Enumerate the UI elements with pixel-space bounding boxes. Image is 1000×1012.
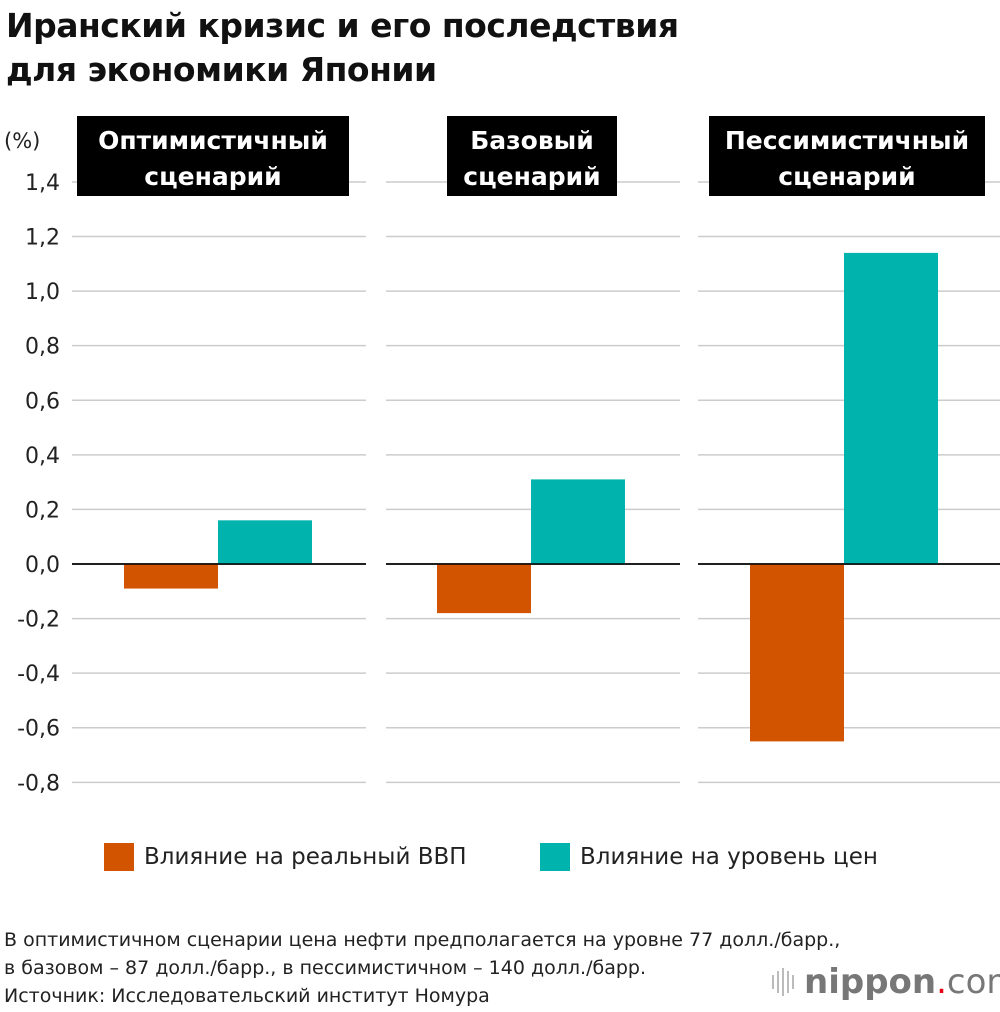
bar-gdp-3 (750, 564, 844, 742)
logo-dot: . (936, 962, 947, 1002)
panel-title-box (709, 116, 985, 196)
panel-title-box (77, 116, 349, 196)
legend-item-prices: Влияние на уровень цен (540, 843, 878, 871)
y-tick-label: 0,0 (25, 553, 60, 578)
nippon-logo: nippon.com (772, 962, 1000, 1002)
bar-prices-1 (218, 520, 312, 564)
y-tick-label: 0,8 (25, 335, 60, 360)
panel-title-line-1: Базовый (470, 126, 594, 155)
note-line-2: в базовом – 87 долл./барр., в пессимисти… (4, 957, 647, 979)
title-line-2: для экономики Японии (6, 50, 437, 89)
y-tick-label: 1,4 (25, 171, 60, 196)
legend-label: Влияние на уровень цен (580, 844, 878, 870)
source-line: Источник: Исследовательский институт Ном… (4, 985, 490, 1007)
y-tick-label: -0,2 (17, 608, 60, 633)
panel-title-line-2: сценарий (144, 162, 281, 191)
y-tick-label: 1,0 (25, 280, 60, 305)
bar-prices-3 (844, 252, 938, 565)
y-tick-label: -0,8 (17, 771, 60, 796)
note-line-1: В оптимистичном сценарии цена нефти пред… (4, 929, 841, 951)
y-tick-label: 0,4 (25, 444, 60, 469)
legend-label: Влияние на реальный ВВП (144, 844, 467, 870)
panel-title-box (447, 116, 617, 196)
title-line-1: Иранский кризис и его последствия (6, 6, 679, 45)
y-tick-label: -0,4 (17, 662, 60, 687)
y-tick-label: -0,6 (17, 717, 60, 742)
legend-item-gdp: Влияние на реальный ВВП (104, 843, 467, 871)
footnote: В оптимистичном сценарии цена нефти пред… (4, 926, 840, 1010)
y-tick-label: 0,6 (25, 389, 60, 414)
panel-title-line-2: сценарий (463, 162, 600, 191)
bar-prices-2 (531, 479, 625, 564)
panel-title-line-2: сценарий (778, 162, 915, 191)
bar-gdp-1 (124, 564, 218, 589)
logo-tld: com (946, 962, 1000, 1002)
legend-swatch-orange (104, 843, 134, 871)
logo-brand: nippon (804, 962, 937, 1002)
y-tick-label: 0,2 (25, 498, 60, 523)
legend-swatch-teal (540, 843, 570, 871)
y-axis-unit: (%) (4, 129, 40, 153)
bar-chart: (%) 1,4 1,2 1,0 0,8 0,6 0,4 0,2 0,0 -0,2 -0,4 -0,6 -… (4, 116, 1000, 796)
logo-bars-icon (772, 968, 794, 996)
bar-gdp-2 (437, 564, 531, 614)
panel-title-line-1: Оптимистичный (98, 126, 328, 155)
y-tick-label: 1,2 (25, 226, 60, 251)
chart-title: Иранский кризис и его последствия для эк… (6, 4, 679, 92)
panel-title-line-1: Пессимистичный (725, 126, 969, 155)
